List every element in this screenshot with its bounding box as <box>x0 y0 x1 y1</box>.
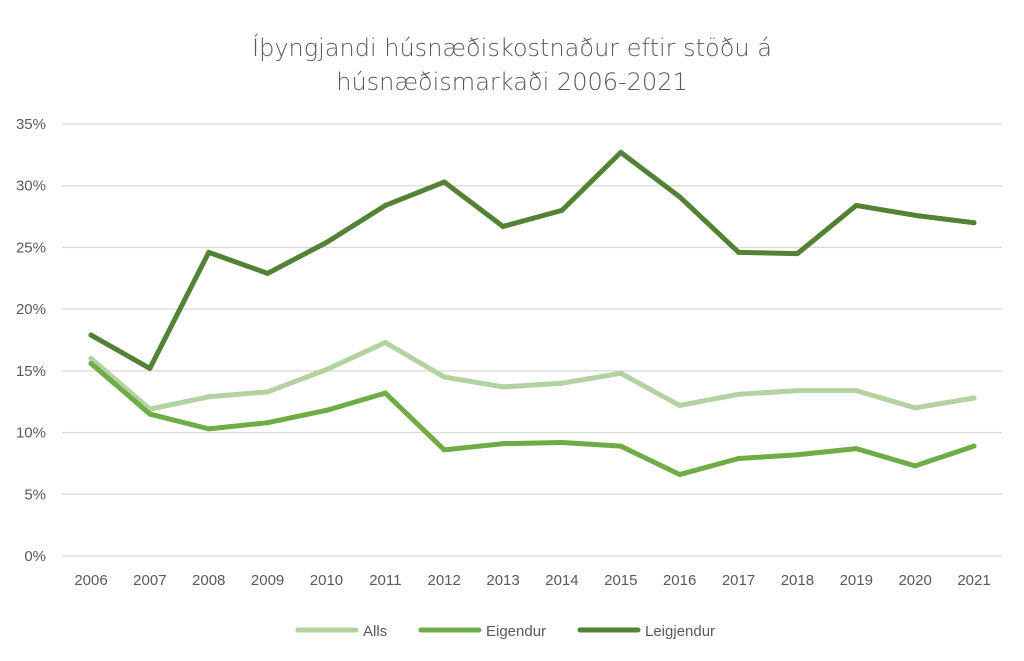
data-point-leigjendur <box>736 249 742 255</box>
x-tick-label: 2006 <box>74 572 107 589</box>
x-tick-label: 2007 <box>133 572 166 589</box>
series-line-leigjendur <box>88 149 977 371</box>
data-point-eigendur <box>206 426 212 432</box>
data-point-alls <box>912 405 918 411</box>
x-tick-label: 2010 <box>310 572 343 589</box>
x-tick-label: 2009 <box>251 572 284 589</box>
data-point-alls <box>618 370 624 376</box>
data-point-leigjendur <box>323 239 329 245</box>
legend-label: Eigendur <box>486 623 546 640</box>
y-tick-label: 25% <box>16 239 46 256</box>
data-point-leigjendur <box>382 202 388 208</box>
x-tick-label: 2018 <box>781 572 814 589</box>
data-point-leigjendur <box>971 220 977 226</box>
data-point-eigendur <box>88 360 94 366</box>
data-point-eigendur <box>971 443 977 449</box>
data-point-leigjendur <box>559 207 565 213</box>
data-point-leigjendur <box>500 223 506 229</box>
data-point-alls <box>88 356 94 362</box>
data-point-alls <box>323 367 329 373</box>
data-point-leigjendur <box>618 149 624 155</box>
y-tick-label: 0% <box>24 548 46 565</box>
data-point-alls <box>677 402 683 408</box>
data-point-alls <box>971 395 977 401</box>
legend-label: Leigjendur <box>645 623 715 640</box>
data-point-leigjendur <box>147 365 153 371</box>
x-tick-label: 2017 <box>722 572 755 589</box>
series-line-alls <box>88 339 977 412</box>
x-tick-label: 2020 <box>898 572 931 589</box>
data-point-eigendur <box>618 443 624 449</box>
data-point-leigjendur <box>265 270 271 276</box>
legend-label: Alls <box>363 623 387 640</box>
x-tick-label: 2011 <box>369 572 401 589</box>
data-point-leigjendur <box>677 194 683 200</box>
data-point-leigjendur <box>853 202 859 208</box>
y-tick-label: 20% <box>16 301 46 318</box>
data-point-alls <box>265 389 271 395</box>
data-point-leigjendur <box>441 179 447 185</box>
data-point-eigendur <box>559 439 565 445</box>
x-tick-label: 2014 <box>545 572 578 589</box>
data-point-alls <box>500 384 506 390</box>
data-point-eigendur <box>265 420 271 426</box>
x-tick-label: 2019 <box>840 572 873 589</box>
data-point-eigendur <box>147 411 153 417</box>
data-point-eigendur <box>853 446 859 452</box>
data-point-leigjendur <box>794 251 800 257</box>
data-point-eigendur <box>441 447 447 453</box>
data-point-alls <box>794 388 800 394</box>
chart-title-line-2: húsnæðismarkaði 2006-2021 <box>336 68 688 96</box>
x-tick-label: 2012 <box>428 572 461 589</box>
data-point-alls <box>853 388 859 394</box>
legend-item-leigjendur: Leigjendur <box>577 623 715 640</box>
data-point-eigendur <box>500 441 506 447</box>
y-tick-label: 10% <box>16 425 46 442</box>
data-point-eigendur <box>382 390 388 396</box>
data-point-eigendur <box>736 455 742 461</box>
data-point-alls <box>736 391 742 397</box>
x-tick-label: 2013 <box>486 572 519 589</box>
chart-title-line-1: Íþyngjandi húsnæðiskostnaður eftir stöðu… <box>252 33 772 62</box>
y-tick-label: 15% <box>16 363 46 380</box>
legend-item-alls: Alls <box>295 623 387 640</box>
legend-item-eigendur: Eigendur <box>418 623 546 640</box>
data-point-alls <box>559 380 565 386</box>
data-point-eigendur <box>794 452 800 458</box>
y-tick-label: 5% <box>24 486 46 503</box>
x-tick-label: 2015 <box>604 572 637 589</box>
x-tick-label: 2021 <box>957 572 990 589</box>
data-point-leigjendur <box>912 212 918 218</box>
data-point-eigendur <box>677 472 683 478</box>
data-point-leigjendur <box>206 249 212 255</box>
series-line-eigendur <box>88 360 977 478</box>
data-point-eigendur <box>912 463 918 469</box>
data-point-alls <box>441 374 447 380</box>
data-point-alls <box>206 394 212 400</box>
data-point-alls <box>382 339 388 345</box>
data-point-eigendur <box>323 407 329 413</box>
x-tick-label: 2016 <box>663 572 696 589</box>
x-tick-label: 2008 <box>192 572 225 589</box>
y-tick-label: 35% <box>16 116 46 133</box>
y-tick-label: 30% <box>16 178 46 195</box>
data-point-leigjendur <box>88 332 94 338</box>
